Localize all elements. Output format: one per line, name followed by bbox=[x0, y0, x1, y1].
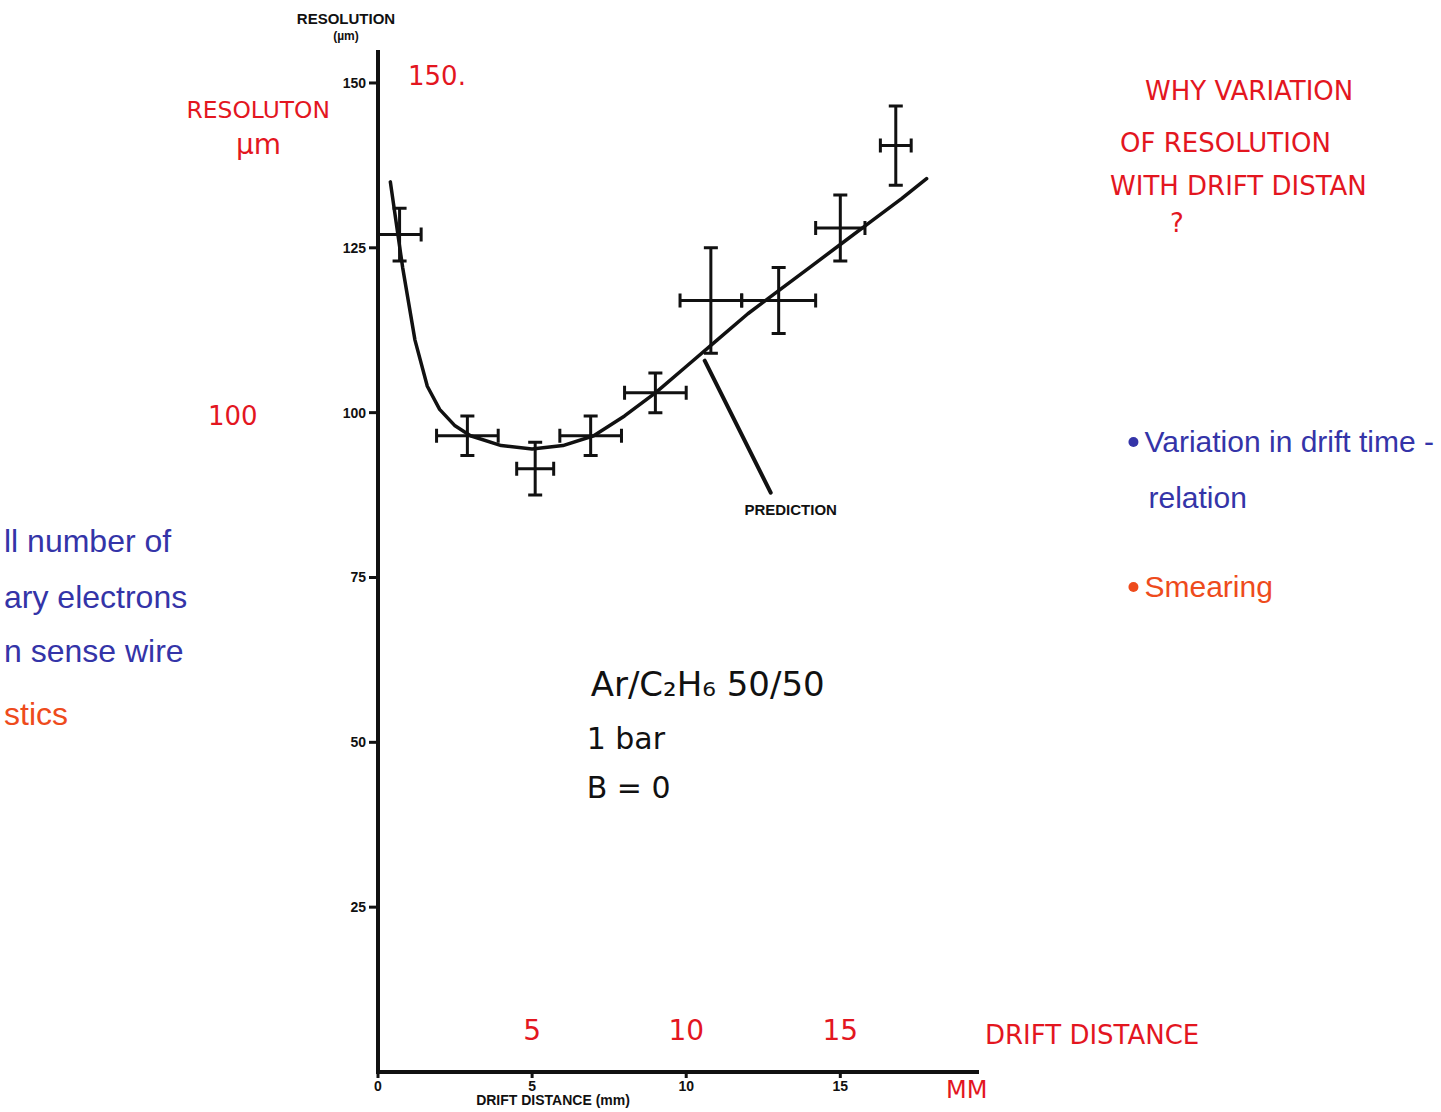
x-error-bar bbox=[517, 462, 554, 476]
y-tick bbox=[369, 741, 378, 744]
bullet-text: Variation in drift time - bbox=[1144, 425, 1434, 458]
x-error-bar bbox=[880, 139, 911, 153]
y-tick-label: 25 bbox=[350, 899, 366, 915]
red-y-tick-label: 150. bbox=[408, 61, 466, 91]
fragment-text: ary electrons bbox=[4, 579, 187, 615]
red-x-unit: MM bbox=[946, 1076, 987, 1104]
question-text: WHY VARIATION bbox=[1145, 76, 1353, 106]
fragment-text: ll number of bbox=[4, 523, 171, 559]
red-x-tick-label: 10 bbox=[668, 1014, 704, 1047]
x-axis-title: DRIFT DISTANCE (mm) bbox=[476, 1092, 630, 1108]
prediction-label: PREDICTION bbox=[744, 501, 837, 518]
bullet-dot bbox=[1128, 437, 1138, 447]
bullet-text: relation bbox=[1148, 481, 1246, 514]
y-tick-label: 125 bbox=[343, 240, 367, 256]
prediction-line bbox=[390, 179, 926, 449]
y-tick-label: 100 bbox=[343, 405, 367, 421]
x-error-bar bbox=[680, 294, 742, 308]
bullet-dot bbox=[1128, 582, 1138, 592]
condition-text: B = 0 bbox=[587, 770, 671, 805]
x-tick-label: 15 bbox=[833, 1078, 849, 1094]
question-text: OF RESOLUTION bbox=[1120, 128, 1331, 158]
y-axis-title: RESOLUTION bbox=[297, 10, 395, 27]
background bbox=[0, 0, 1441, 1112]
data-point bbox=[816, 195, 865, 261]
axes: RESOLUTION (µm) 25 50 75 100 125 150 0 5 10 15 DRIFT… bbox=[297, 10, 979, 1108]
y-tick-label: 150 bbox=[343, 75, 367, 91]
fragment-text: n sense wire bbox=[4, 633, 184, 669]
data-point bbox=[742, 268, 816, 334]
x-tick-label: 0 bbox=[374, 1078, 382, 1094]
x-tick-label: 10 bbox=[678, 1078, 694, 1094]
bullet-text: Smearing bbox=[1144, 570, 1272, 603]
red-y-title: RESOLUTON bbox=[187, 96, 330, 124]
question-text: ? bbox=[1170, 208, 1184, 238]
prediction-leader bbox=[705, 361, 771, 493]
data-points bbox=[378, 106, 911, 495]
red-y-tick-label: 100 bbox=[208, 401, 258, 431]
red-x-title: DRIFT DISTANCE bbox=[985, 1020, 1199, 1050]
x-axis-line bbox=[376, 1070, 979, 1074]
data-point bbox=[680, 248, 742, 353]
data-point bbox=[880, 106, 911, 185]
condition-text: 1 bar bbox=[587, 721, 666, 756]
plot-data bbox=[378, 106, 927, 495]
question-text: WITH DRIFT DISTAN bbox=[1110, 171, 1367, 201]
y-axis-line bbox=[376, 50, 380, 1074]
y-tick bbox=[369, 411, 378, 414]
y-tick bbox=[369, 576, 378, 579]
y-tick bbox=[369, 906, 378, 909]
y-tick bbox=[369, 246, 378, 249]
red-x-tick-label: 15 bbox=[822, 1014, 858, 1047]
red-y-unit: µm bbox=[236, 128, 281, 161]
slide: RESOLUTION (µm) 25 50 75 100 125 150 0 5 10 15 DRIFT… bbox=[0, 0, 1441, 1112]
y-tick-label: 50 bbox=[350, 734, 366, 750]
fragment-text: stics bbox=[4, 696, 68, 732]
condition-text: Ar/C₂H₆ 50/50 bbox=[591, 664, 825, 704]
x-error-bar bbox=[742, 294, 816, 308]
y-tick-label: 75 bbox=[350, 569, 366, 585]
y-axis-unit: (µm) bbox=[333, 29, 359, 43]
y-tick bbox=[369, 81, 378, 84]
red-x-tick-label: 5 bbox=[523, 1014, 541, 1047]
